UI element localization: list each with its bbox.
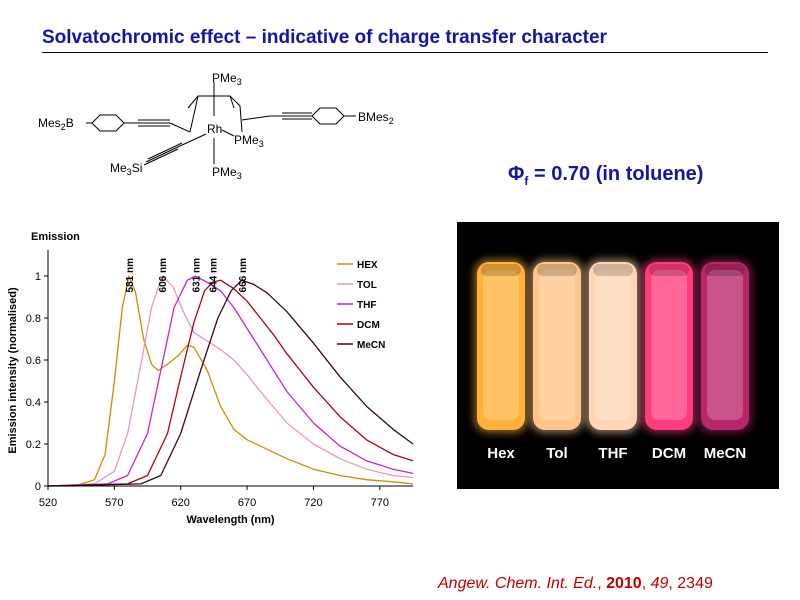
legend-label: MeCN: [357, 340, 385, 351]
series-line-hex: [48, 275, 414, 487]
bmes2-right-label: BMes2: [358, 110, 394, 126]
citation-sep: ,: [668, 575, 678, 592]
y-axis-title: Emission intensity (normalised): [7, 287, 19, 454]
series-line-dcm: [47, 279, 414, 487]
y-tick-label: 0: [35, 481, 41, 493]
x-tick-label: 720: [304, 497, 322, 509]
vial: [477, 262, 525, 430]
phi-symbol: Φ: [508, 163, 525, 185]
legend-label: THF: [357, 300, 376, 311]
slide-title: Solvatochromic effect – indicative of ch…: [42, 27, 607, 48]
vial-highlight: [483, 270, 519, 420]
citation-journal: Angew. Chem. Int. Ed.: [438, 575, 598, 592]
citation-volume: 49: [650, 575, 669, 592]
vial-label: Hex: [487, 445, 515, 462]
y-tick-label: 0.2: [26, 439, 41, 451]
series-line-tol: [47, 275, 414, 487]
y-tick-label: 1: [35, 271, 41, 283]
phi-subscript: f: [524, 174, 529, 188]
y-tick-label: 0.6: [26, 355, 41, 367]
legend-label: TOL: [357, 280, 377, 291]
emission-chart: 0 0.2 0.4 0.6 0.8 1 520 570 620 670 720 770 Waveleng…: [7, 231, 414, 526]
citation-year: 2010: [606, 575, 642, 592]
peak-annotation: 581 nm: [125, 258, 136, 293]
vial-highlight: [595, 270, 631, 420]
chemical-structure: PMe3 Rh PMe3 PMe3 Mes2B BMes2 Me3Si: [38, 71, 394, 181]
vial-highlight: [651, 270, 687, 420]
x-axis-title: Wavelength (nm): [186, 514, 275, 526]
citation-sep: ,: [597, 575, 607, 592]
pme3-mid-label: PMe3: [234, 133, 264, 149]
quantum-yield-label: Φf = 0.70 (in toluene): [508, 163, 703, 188]
legend-label: HEX: [357, 260, 378, 271]
x-tick-label: 570: [105, 497, 123, 509]
right-phenyl-ring: [311, 107, 345, 125]
vial-highlight: [539, 270, 575, 420]
vial-label: Tol: [546, 445, 567, 462]
vial-label: MeCN: [704, 445, 747, 462]
x-tick-label: 620: [172, 497, 190, 509]
pme3-top-label: PMe3: [212, 71, 242, 87]
series-line-mecn: [47, 279, 414, 487]
peak-annotation: 606 nm: [158, 258, 169, 293]
x-tick-label: 520: [39, 497, 57, 509]
vial: [533, 262, 581, 430]
quantum-yield-text: = 0.70 (in toluene): [528, 163, 704, 185]
y-tick-label: 0.8: [26, 313, 41, 325]
title-divider: [42, 52, 768, 53]
vial-meniscus: [481, 264, 521, 276]
rh-label: Rh: [207, 122, 222, 136]
vial: [589, 262, 637, 430]
vial-label: THF: [598, 445, 627, 462]
citation: Angew. Chem. Int. Ed., 2010, 49, 2349: [438, 575, 713, 593]
vial-photo: Hex Tol THF DCM MeCN: [457, 222, 779, 489]
vial: [645, 262, 693, 430]
peak-annotation: 666 nm: [238, 258, 249, 293]
legend-label: DCM: [357, 320, 380, 331]
x-tick-label: 770: [371, 497, 389, 509]
pme3-bottom-label: PMe3: [212, 165, 242, 181]
vial-meniscus: [649, 264, 689, 276]
peak-annotation: 644 nm: [209, 258, 220, 293]
vial-meniscus: [593, 264, 633, 276]
vial-meniscus: [537, 264, 577, 276]
peak-annotation: 631 nm: [191, 258, 202, 293]
chart-corner-label: Emission: [31, 231, 80, 243]
mes2b-left-label: Mes2B: [38, 116, 74, 132]
vial: [701, 262, 749, 430]
x-tick-label: 670: [238, 497, 256, 509]
me3si-label: Me3Si: [110, 161, 142, 177]
vial-highlight: [707, 270, 743, 420]
citation-pages: 2349: [677, 575, 713, 592]
left-phenyl-ring: [91, 114, 125, 132]
y-tick-label: 0.4: [26, 397, 41, 409]
vial-label: DCM: [652, 445, 686, 462]
vial-meniscus: [705, 264, 745, 276]
citation-sep: ,: [641, 575, 651, 592]
